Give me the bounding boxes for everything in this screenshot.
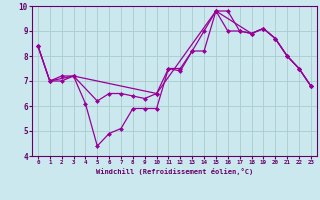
X-axis label: Windchill (Refroidissement éolien,°C): Windchill (Refroidissement éolien,°C) <box>96 168 253 175</box>
